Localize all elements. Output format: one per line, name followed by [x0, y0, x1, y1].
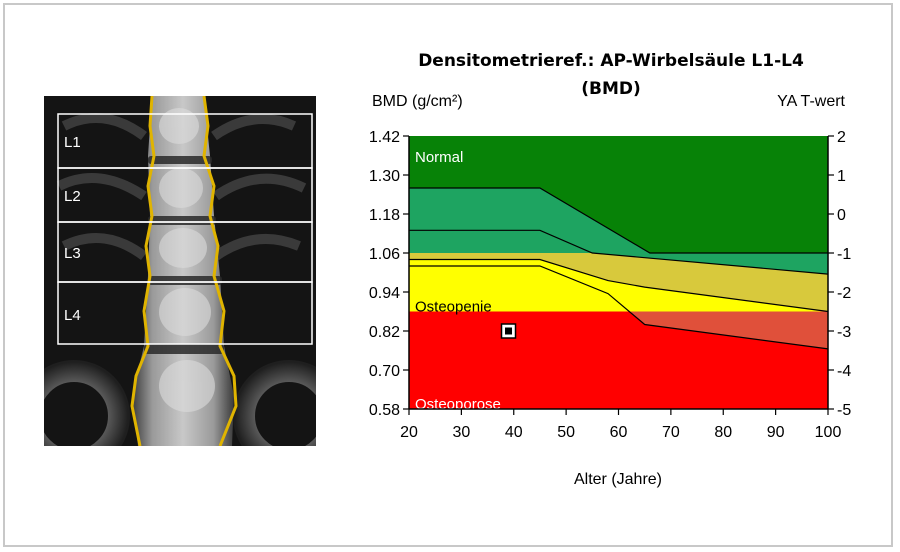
y-tick-label: 1.06 — [369, 246, 400, 263]
y-tick-label: 0.94 — [369, 285, 400, 302]
y2-tick-label: 2 — [837, 129, 846, 146]
reference-band-upper — [409, 188, 828, 275]
zone-label-osteopenie: Osteopenie — [415, 299, 492, 316]
reference-band-lower — [409, 259, 828, 349]
x-tick-label: 30 — [452, 424, 470, 441]
reference-curve-4 — [409, 265, 829, 350]
y-tick-label: 0.70 — [369, 363, 400, 380]
reference-band-lower-osteopenie — [409, 259, 828, 312]
y2-tick-label: -4 — [837, 363, 851, 380]
reference-band-middle-normal — [409, 230, 593, 253]
y2-tick-label: -5 — [837, 402, 851, 419]
reference-curve-3 — [409, 258, 829, 313]
y-tick-label: 1.42 — [369, 129, 400, 146]
y2-tick-label: 0 — [837, 207, 846, 224]
y-axis-label: BMD (g/cm²) — [372, 93, 463, 110]
vertebra-label-l1: L1 — [64, 134, 81, 151]
x-tick-label: 40 — [505, 424, 523, 441]
plot-area: Normal Osteopenie Osteoporose — [409, 136, 829, 413]
x-axis-label: Alter (Jahre) — [574, 471, 662, 488]
y-tick-label: 0.82 — [369, 324, 400, 341]
reference-curve-2 — [409, 229, 829, 275]
x-tick-label: 80 — [714, 424, 732, 441]
vertebra-label-l2: L2 — [64, 188, 81, 205]
x-tick-label: 50 — [557, 424, 575, 441]
vertebra-label-l3: L3 — [64, 245, 81, 262]
measurement-marker-center — [505, 327, 513, 335]
chart-title: Densitometrieref.: AP-Wirbelsäule L1-L4 — [418, 51, 804, 71]
y2-tick-label: 1 — [837, 168, 846, 185]
x-tick-label: 20 — [400, 424, 418, 441]
y-tick-label: 1.30 — [369, 168, 400, 185]
vertebra-label-l4: L4 — [64, 307, 81, 324]
y-tick-label: 1.18 — [369, 207, 400, 224]
y2-tick-label: -1 — [837, 246, 851, 263]
reference-curve-1 — [409, 187, 828, 254]
x-tick-label: 100 — [815, 424, 842, 441]
y2-tick-label: -2 — [837, 285, 851, 302]
y-tick-label: 0.58 — [369, 402, 400, 419]
zone-label-normal: Normal — [415, 149, 463, 166]
zone-label-osteoporose: Osteoporose — [415, 396, 501, 413]
axes: 0.58 0.70 0.82 0.94 1.06 1.18 1.30 1.42 -5 -4 -3 -2… — [369, 129, 851, 441]
x-tick-label: 70 — [662, 424, 680, 441]
y2-axis-label: YA T-wert — [777, 93, 845, 110]
spine-scan-image: L1 L2 L3 L4 — [44, 96, 316, 446]
y2-tick-label: -3 — [837, 324, 851, 341]
chart-subtitle: (BMD) — [581, 79, 641, 99]
x-tick-label: 90 — [767, 424, 785, 441]
x-tick-label: 60 — [610, 424, 628, 441]
